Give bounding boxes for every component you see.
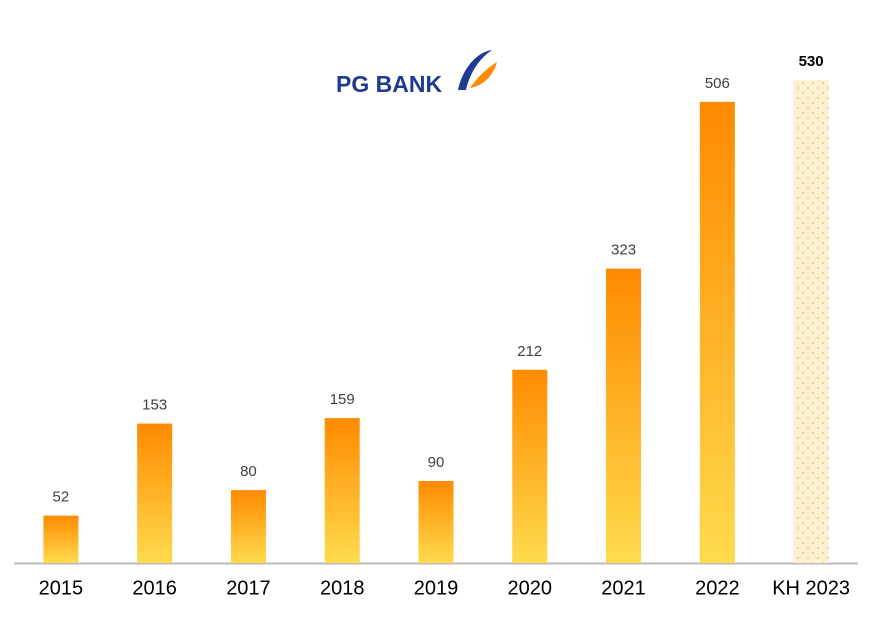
- x-tick-label: KH 2023: [772, 577, 850, 599]
- bar: [324, 418, 360, 563]
- bar-texture: [793, 80, 829, 563]
- bar: [230, 490, 266, 563]
- x-tick-label: 2015: [39, 577, 84, 599]
- value-label: 323: [611, 242, 636, 259]
- x-tick-label: 2017: [226, 577, 271, 599]
- value-label: 90: [428, 454, 445, 471]
- bar: [137, 423, 173, 563]
- value-label: 530: [799, 53, 824, 70]
- logo-text: PG BANK: [336, 71, 442, 97]
- x-tick-label: 2022: [695, 577, 740, 599]
- value-label: 80: [240, 463, 257, 480]
- value-label: 153: [142, 397, 167, 414]
- bar: [43, 515, 79, 563]
- logo: PG BANK: [336, 50, 497, 97]
- bar: [418, 480, 454, 563]
- bar: [606, 268, 642, 563]
- x-tick-label: 2016: [132, 577, 177, 599]
- bar: [512, 369, 548, 563]
- x-tick-label: 2019: [414, 577, 459, 599]
- x-tick-label: 2021: [601, 577, 646, 599]
- value-label: 506: [705, 75, 730, 92]
- value-label: 212: [517, 343, 542, 360]
- logo-swoosh: [458, 50, 492, 90]
- logo-swoosh: [470, 62, 497, 88]
- value-label: 159: [330, 391, 355, 408]
- x-tick-label: 2020: [508, 577, 553, 599]
- value-label: 52: [53, 489, 70, 506]
- bar: [699, 101, 735, 563]
- x-tick-label: 2018: [320, 577, 365, 599]
